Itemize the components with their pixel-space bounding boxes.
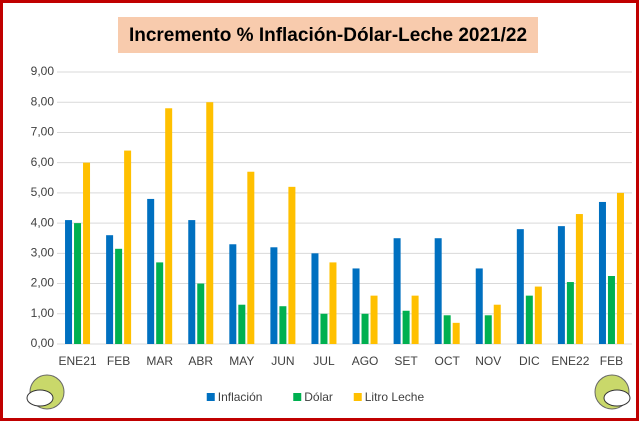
bar: [435, 238, 442, 344]
bar: [394, 238, 401, 344]
x-tick-label: JUN: [271, 354, 294, 368]
bar: [353, 268, 360, 344]
bar: [124, 151, 131, 344]
bar: [599, 202, 606, 344]
x-tick-label: JUL: [313, 354, 335, 368]
x-tick-label: FEB: [600, 354, 623, 368]
bar: [453, 323, 460, 344]
bar: [74, 223, 81, 344]
bar: [147, 199, 154, 344]
bar: [106, 235, 113, 344]
bar: [412, 296, 419, 344]
y-tick-label: 8,00: [31, 94, 55, 108]
legend-swatch: [354, 393, 362, 401]
bar: [362, 314, 369, 344]
chart-title: Incremento % Inflación-Dólar-Leche 2021/…: [129, 25, 527, 46]
bar: [485, 315, 492, 344]
bar: [329, 262, 336, 344]
y-tick-label: 4,00: [31, 215, 55, 229]
goat-icon-right: [595, 375, 630, 409]
x-tick-label: MAY: [229, 354, 254, 368]
bar: [535, 287, 542, 344]
bar: [576, 214, 583, 344]
bar: [270, 247, 277, 344]
x-tick-label: ENE21: [59, 354, 97, 368]
bar: [320, 314, 327, 344]
y-tick-label: 7,00: [31, 125, 55, 139]
legend-swatch: [293, 393, 301, 401]
bar: [311, 253, 318, 344]
bar: [156, 262, 163, 344]
legend-swatch: [207, 393, 215, 401]
y-tick-label: 5,00: [31, 185, 55, 199]
bar: [526, 296, 533, 344]
bar: [403, 311, 410, 344]
bar: [288, 187, 295, 344]
x-tick-label: MAR: [146, 354, 173, 368]
x-tick-label: FEB: [107, 354, 130, 368]
y-tick-label: 0,00: [31, 336, 55, 350]
y-tick-label: 3,00: [31, 246, 55, 260]
legend-label: Litro Leche: [365, 390, 425, 404]
x-tick-label: DIC: [519, 354, 540, 368]
bar: [238, 305, 245, 344]
bar: [517, 229, 524, 344]
x-tick-label: OCT: [435, 354, 461, 368]
x-tick-label: NOV: [475, 354, 501, 368]
bar: [188, 220, 195, 344]
bar: [197, 284, 204, 344]
bar: [558, 226, 565, 344]
bar: [608, 276, 615, 344]
bar: [371, 296, 378, 344]
bar: [494, 305, 501, 344]
bar: [247, 172, 254, 344]
x-tick-label: AGO: [352, 354, 379, 368]
bar: [65, 220, 72, 344]
y-tick-label: 9,00: [31, 64, 55, 78]
bar: [206, 102, 213, 344]
bar: [567, 282, 574, 344]
bar: [165, 108, 172, 344]
y-tick-label: 2,00: [31, 276, 55, 290]
y-tick-label: 1,00: [31, 306, 55, 320]
legend-label: Dólar: [304, 390, 333, 404]
bar: [444, 315, 451, 344]
chart: Incremento % Inflación-Dólar-Leche 2021/…: [0, 0, 639, 421]
bar: [279, 306, 286, 344]
bar: [229, 244, 236, 344]
bar: [476, 268, 483, 344]
x-tick-label: SET: [394, 354, 418, 368]
bar: [115, 249, 122, 344]
legend-label: Inflación: [218, 390, 263, 404]
bar: [617, 193, 624, 344]
y-tick-label: 6,00: [31, 155, 55, 169]
x-tick-label: ABR: [188, 354, 213, 368]
x-tick-label: ENE22: [551, 354, 589, 368]
bar: [83, 163, 90, 344]
